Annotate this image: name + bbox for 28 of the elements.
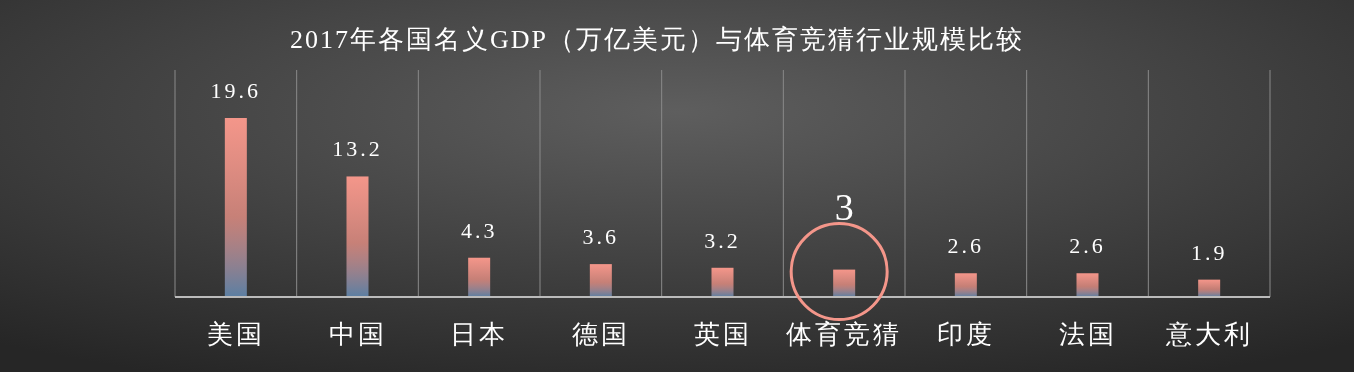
x-tick-label: 体育竞猜 [786,320,903,349]
data-label: 2.6 [947,233,985,259]
bar [589,264,612,297]
data-label: 19.6 [210,78,262,103]
bar [833,269,856,297]
x-tick-label: 意大利 [1164,320,1253,349]
x-tick-label: 英国 [693,320,752,349]
data-label: 1.9 [1190,239,1228,265]
x-tick-label: 中国 [328,320,387,349]
chart-title: 2017年各国名义GDP（万亿美元）与体育竞猜行业规模比较 [289,25,1025,54]
bar [224,118,247,297]
annotation: 3 [834,185,854,228]
bar [468,257,491,297]
data-label: 4.3 [460,217,498,243]
x-tick-label: 印度 [936,320,995,349]
x-tick-label: 法国 [1058,320,1117,349]
bar [954,273,977,297]
x-tick-label: 美国 [206,320,265,349]
bar [1198,279,1221,297]
bar [1076,273,1099,297]
bar [711,267,734,297]
data-label: 13.2 [332,136,383,162]
x-tick-label: 日本 [450,320,509,349]
data-label: 2.6 [1069,233,1106,259]
data-label: 3.6 [582,224,620,250]
x-tick-label: 德国 [571,320,630,349]
data-label: 3.2 [704,227,741,253]
bar [346,176,369,297]
